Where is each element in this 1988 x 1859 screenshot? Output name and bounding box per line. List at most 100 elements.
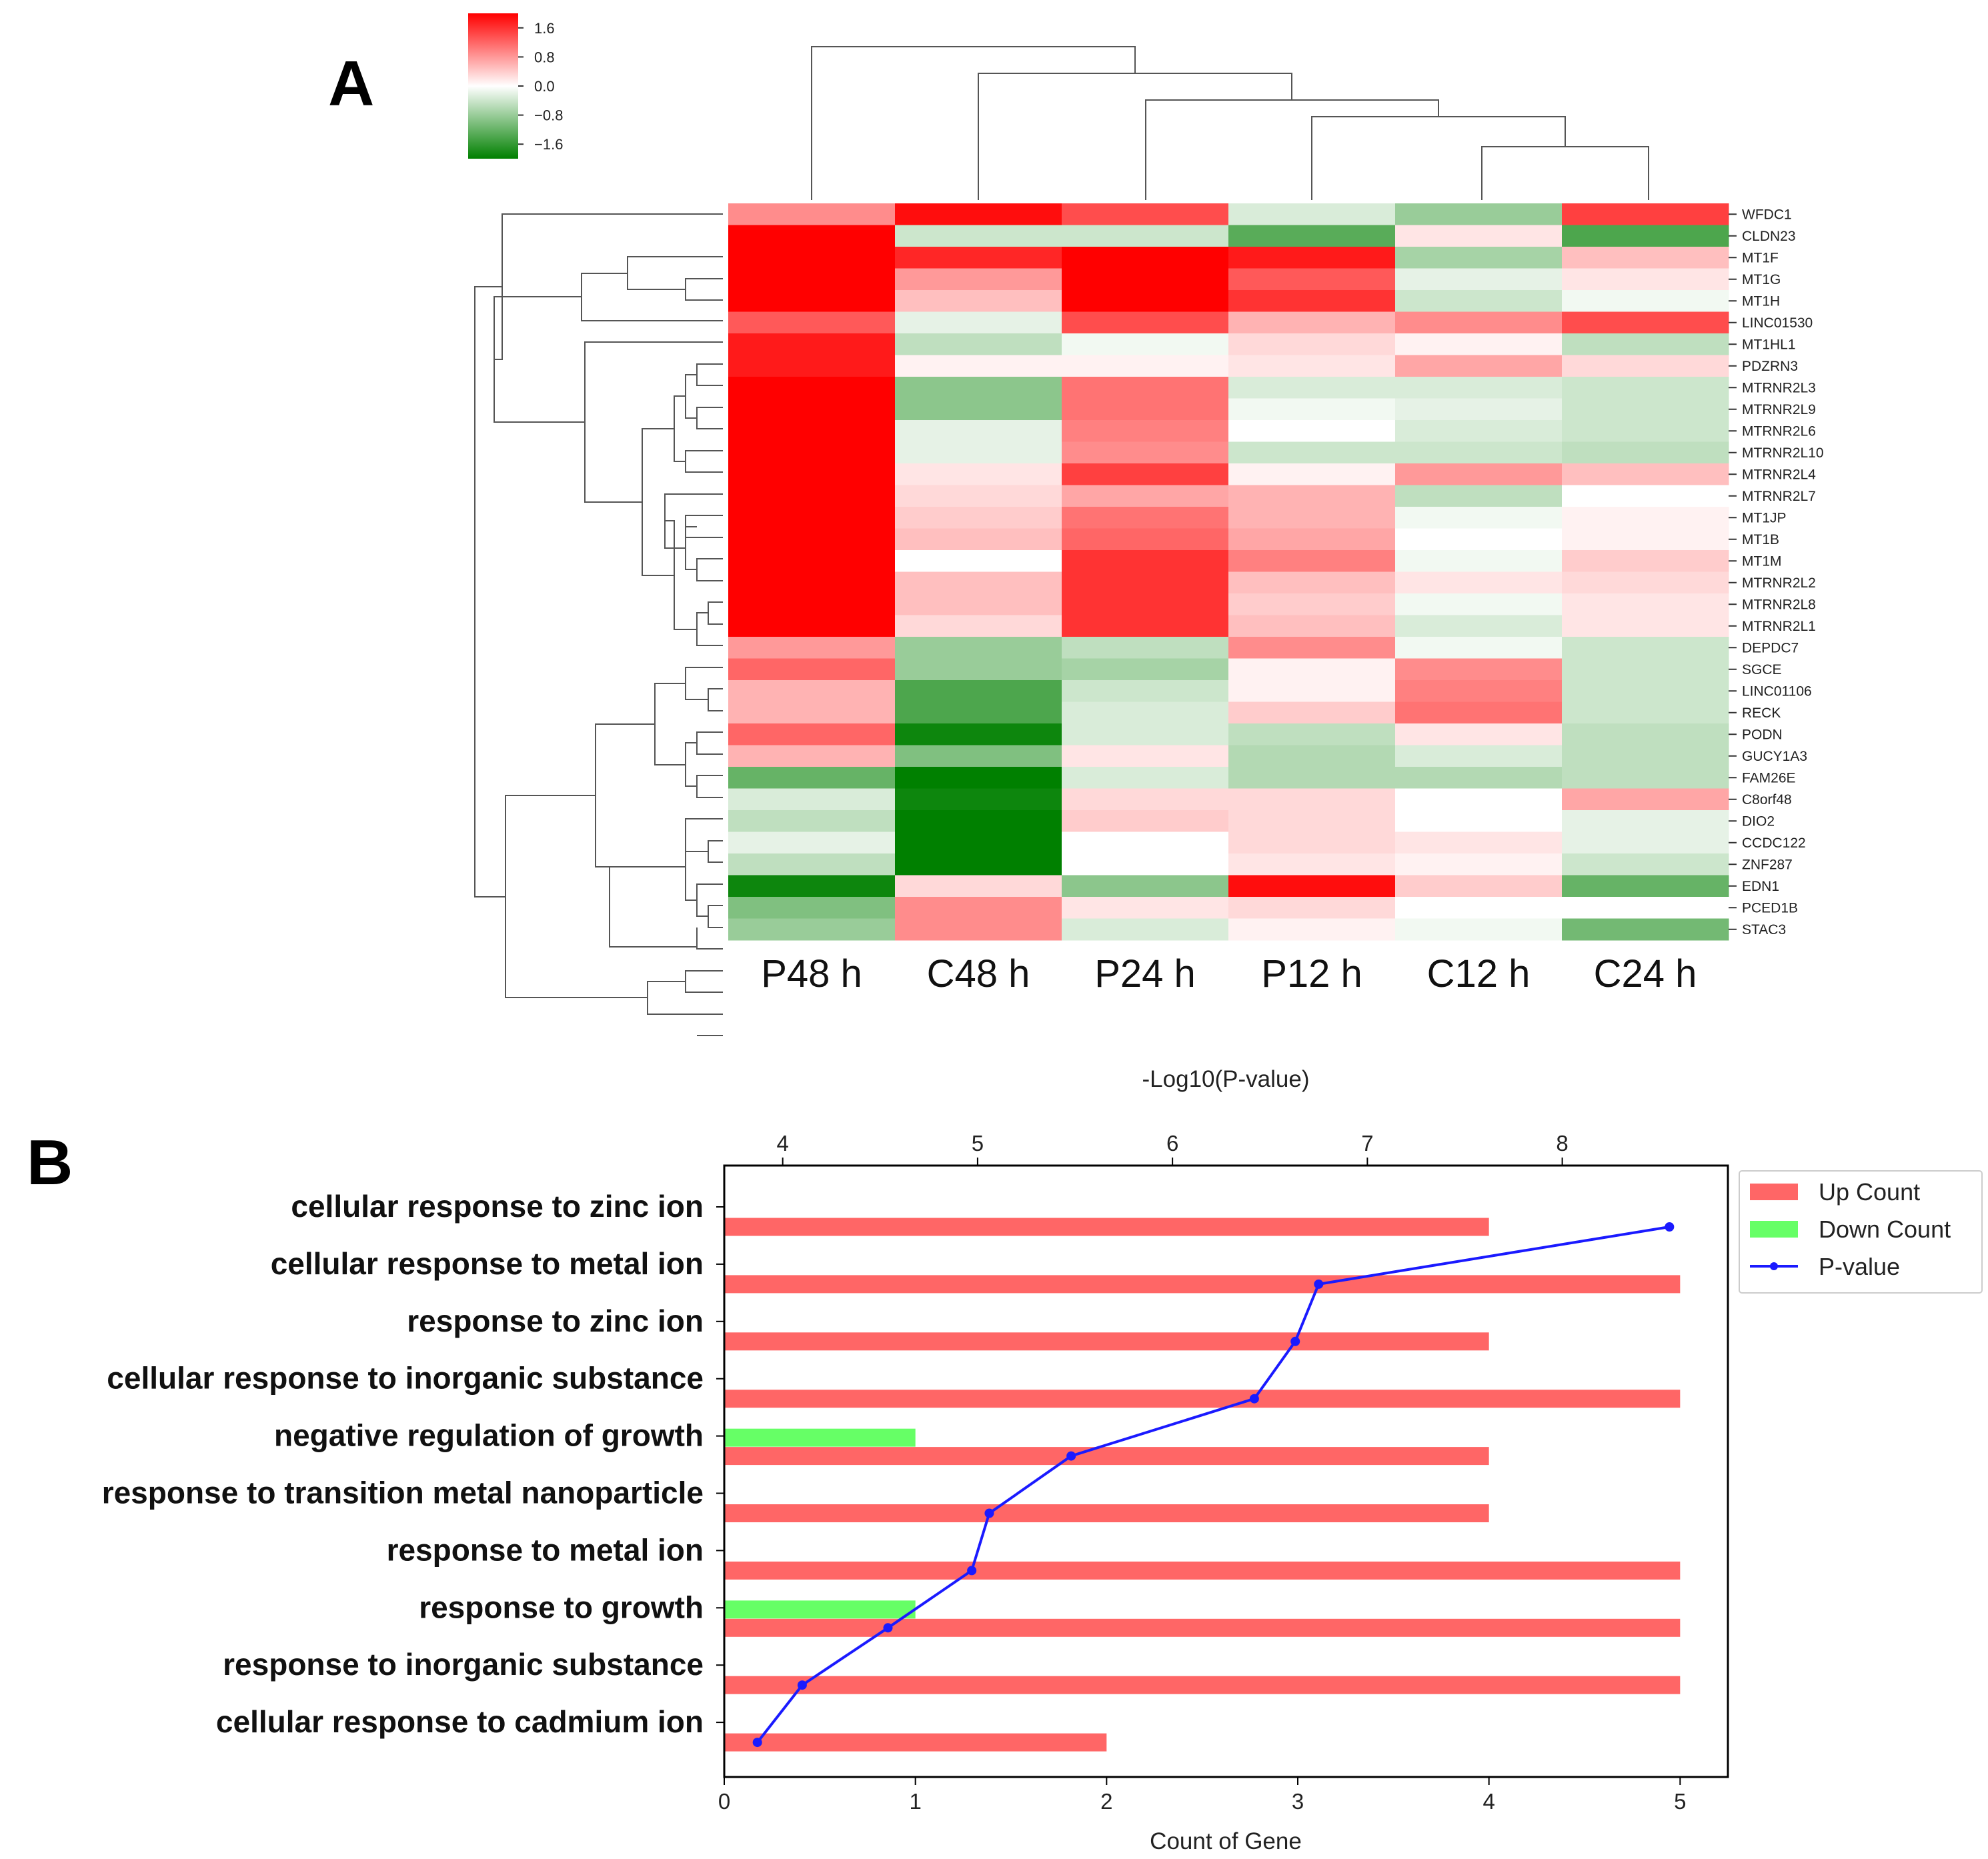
gene-label: STAC3 — [1742, 922, 1786, 938]
heatmap-cell — [728, 247, 896, 269]
gene-label: MTRNR2L2 — [1742, 575, 1816, 591]
heatmap-cell — [1395, 528, 1563, 551]
heatmap-cell — [728, 810, 896, 832]
up-count-bar — [724, 1504, 1489, 1522]
heatmap-cell — [1395, 571, 1563, 594]
term-label: response to inorganic substance — [223, 1647, 704, 1682]
term-label: cellular response to cadmium ion — [216, 1704, 704, 1739]
heatmap-cell — [1062, 355, 1229, 377]
heatmap-cell — [1062, 398, 1229, 421]
term-label: response to growth — [419, 1590, 704, 1624]
heatmap-cell — [728, 225, 896, 247]
heatmap-cell — [1562, 767, 1729, 789]
column-label: P12 h — [1261, 952, 1362, 996]
heatmap-cell — [728, 311, 896, 334]
heatmap-cell — [728, 377, 896, 399]
heatmap-cell — [1562, 637, 1729, 659]
heatmap-cell — [895, 918, 1062, 941]
heatmap-cell — [1062, 290, 1229, 312]
heatmap-cell — [1228, 247, 1396, 269]
gene-label: DEPDC7 — [1742, 640, 1799, 655]
heatmap-cell — [1062, 441, 1229, 464]
column-labels: P48 h C48 h P24 h P12 h C12 h C24 h — [761, 952, 1697, 996]
bottom-tick-label: 2 — [1100, 1789, 1112, 1814]
heatmap-cell — [1062, 528, 1229, 551]
row-dendrogram — [474, 213, 723, 1036]
heatmap-cell — [1062, 701, 1229, 724]
pvalue-point — [797, 1680, 807, 1690]
column-label: P48 h — [761, 952, 862, 996]
heatmap-cell — [1228, 355, 1396, 377]
gene-label: WFDC1 — [1742, 207, 1792, 222]
heatmap-cell — [1062, 377, 1229, 399]
heatmap-cell — [1228, 528, 1396, 551]
heatmap-cell — [728, 333, 896, 355]
heatmap-cell — [1562, 680, 1729, 702]
heatmap-cell — [1062, 247, 1229, 269]
panel-b-enrichment-chart: B -Log10(P-value) Count of Gene 0 1 2 3 4 5 4 5… — [27, 1066, 1983, 1854]
heatmap-cell — [1062, 875, 1229, 897]
heatmap-cell — [1062, 767, 1229, 789]
heatmap-cell — [728, 853, 896, 875]
heatmap-cell — [1562, 290, 1729, 312]
column-label: P24 h — [1094, 952, 1196, 996]
heatmap-cell — [1228, 831, 1396, 854]
pvalue-point — [967, 1566, 977, 1576]
term-label: response to zinc ion — [407, 1304, 704, 1338]
heatmap-cell — [1395, 831, 1563, 854]
heatmap-cell — [728, 767, 896, 789]
heatmap-cell — [728, 918, 896, 941]
legend: Up Count Down Count P-value — [1739, 1170, 1983, 1294]
heatmap-cell — [728, 658, 896, 681]
heatmap-cell — [1062, 333, 1229, 355]
heatmap-cell — [1062, 723, 1229, 745]
axes: 0 1 2 3 4 5 4 5 6 7 8 — [718, 1131, 1729, 1814]
down-count-bar — [724, 1428, 916, 1447]
pvalue-point — [1314, 1279, 1324, 1289]
heatmap-cell — [1395, 225, 1563, 247]
heatmap-cell — [1062, 658, 1229, 681]
heatmap-cell — [1395, 398, 1563, 421]
heatmap-cell — [728, 571, 896, 594]
heatmap-cell — [728, 528, 896, 551]
heatmap-cell — [1228, 918, 1396, 941]
heatmap-cell — [895, 723, 1062, 745]
heatmap-cell — [1228, 593, 1396, 615]
heatmap-cell — [1395, 593, 1563, 615]
term-labels: cellular response to zinc ion cellular re… — [102, 1189, 724, 1739]
heatmap-cell — [895, 203, 1062, 225]
heatmap-cell — [1062, 593, 1229, 615]
bottom-tick-label: 5 — [1674, 1789, 1686, 1814]
heatmap-cell — [1395, 247, 1563, 269]
heatmap-cell — [1062, 810, 1229, 832]
heatmap-cell — [1228, 377, 1396, 399]
heatmap-cell — [1228, 637, 1396, 659]
heatmap-cell — [1395, 333, 1563, 355]
heatmap-cell — [1395, 441, 1563, 464]
column-label: C48 h — [927, 952, 1030, 996]
heatmap-cell — [728, 788, 896, 811]
gene-label: LINC01530 — [1742, 315, 1813, 331]
heatmap-cell — [895, 225, 1062, 247]
heatmap-cell — [1395, 853, 1563, 875]
heatmap-cell — [1562, 918, 1729, 941]
heatmap-cell — [1562, 831, 1729, 854]
gene-label: MT1F — [1742, 250, 1779, 265]
heatmap-cell — [1228, 225, 1396, 247]
heatmap-cell — [1395, 463, 1563, 485]
colorbar-gradient — [468, 13, 518, 159]
gene-labels: WFDC1 CLDN23 MT1F MT1G MT1H LINC01530 MT1HL1 PD… — [1729, 207, 1824, 938]
colorbar-tick-label: 1.6 — [534, 20, 555, 37]
pvalue-point — [1665, 1222, 1675, 1232]
heatmap-cell — [1062, 853, 1229, 875]
up-count-bar — [724, 1618, 1681, 1637]
heatmap-cell — [728, 485, 896, 507]
panel-b-letter: B — [27, 1127, 73, 1198]
heatmap-cell — [728, 420, 896, 442]
heatmap-cell — [1228, 507, 1396, 529]
pvalue-point — [883, 1623, 893, 1633]
heatmap-cell — [1228, 897, 1396, 919]
bottom-tick-label: 0 — [718, 1789, 730, 1814]
colorbar-tick-label: 0.8 — [534, 49, 555, 65]
heatmap-cell — [1395, 311, 1563, 334]
